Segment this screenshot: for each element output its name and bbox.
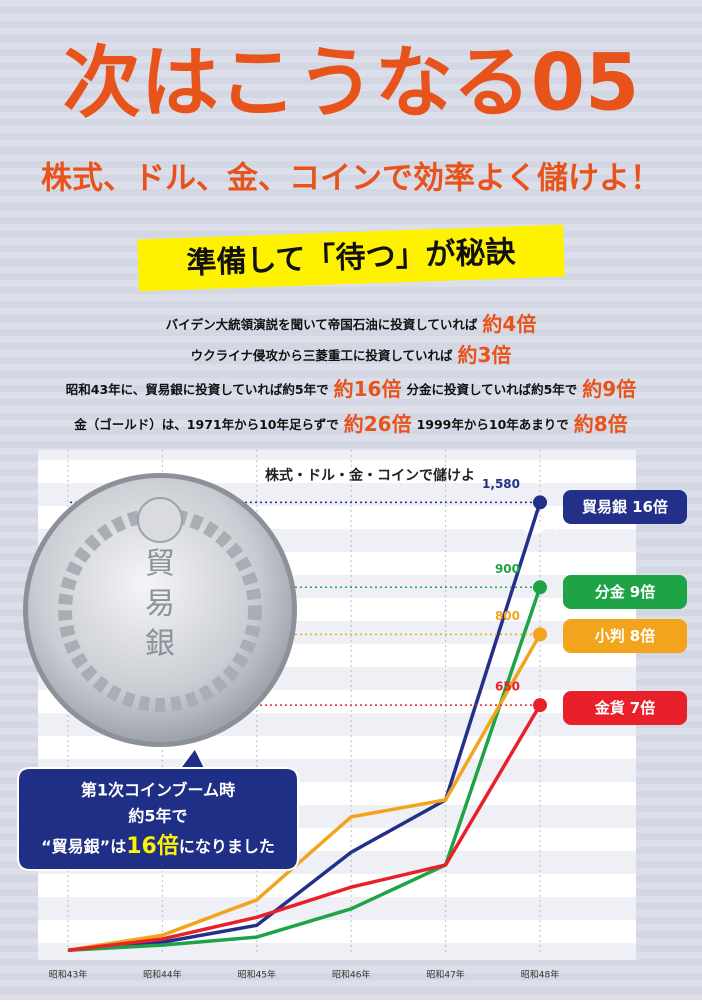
value-label: 800 (495, 609, 520, 623)
info-text: 昭和43年に、貿易銀に投資していれば約5年で (66, 382, 329, 397)
end-point (533, 698, 547, 713)
info-emphasis: 約8倍 (574, 412, 628, 436)
x-tick-label: 昭和46年 (332, 969, 370, 981)
info-line: 金（ゴールド）は、1971年から10年足らずで 約26倍 1999年から10年あまり… (73, 412, 627, 436)
series-line (67, 501, 542, 953)
value-label: 1,580 (482, 477, 520, 491)
callout-line: 第1次コインブーム時 (81, 781, 235, 800)
legend-name: 金貨 (594, 699, 625, 717)
legend-text: 貿易銀 16倍 (582, 498, 668, 516)
callout-prefix: “貿易銀”は (41, 837, 126, 856)
legend-badge (563, 691, 687, 725)
svg-text:貿: 貿 (145, 547, 175, 582)
series-line (67, 586, 542, 953)
legend-multiplier: 7倍 (630, 699, 655, 717)
info-line: バイデン大統領演説を聞いて帝国石油に投資していれば 約4倍 (166, 312, 537, 336)
legend-name: 貿易銀 (582, 498, 627, 516)
subtitle: 株式、ドル、金、コインで効率よく儲けよ！ (41, 161, 661, 197)
info-text: バイデン大統領演説を聞いて帝国石油に投資していれば (166, 317, 478, 332)
series-line (67, 704, 542, 953)
info-emphasis: 約9倍 (582, 377, 636, 401)
legend-badge (563, 575, 687, 609)
legend-multiplier: 16倍 (632, 498, 668, 516)
banner: 準備して「待つ」が秘訣 (137, 224, 565, 292)
value-label: 900 (495, 562, 520, 576)
info-emphasis: 約16倍 (334, 377, 402, 401)
info-emphasis: 約26倍 (344, 412, 412, 436)
info-text: 1999年から10年あまりで (417, 417, 569, 432)
info-line: 昭和43年に、貿易銀に投資していれば約5年で 約16倍 分金に投資していれば約5年で… (66, 377, 636, 401)
legend-badge (563, 619, 687, 653)
callout-line: “貿易銀”は16倍になりました (41, 833, 275, 859)
axis-break (508, 522, 560, 535)
info-text: 分金に投資していれば約5年で (406, 382, 577, 397)
callout-line: 約5年で (128, 807, 187, 826)
end-point (533, 580, 547, 595)
x-tick-label: 昭和45年 (238, 969, 276, 981)
text-lines: バイデン大統領演説を聞いて帝国石油に投資していれば 約4倍ウクライナ侵攻から三菱重… (66, 312, 636, 436)
info-text: ウクライナ侵攻から三菱重工に投資していれば (191, 348, 453, 363)
legend-name: 分金 (595, 583, 626, 601)
legend-multiplier: 8倍 (630, 627, 655, 645)
legend-text: 小判 8倍 (595, 627, 655, 645)
x-tick-label: 昭和47年 (426, 969, 464, 981)
legend-name: 小判 (595, 627, 625, 645)
svg-text:銀: 銀 (145, 627, 175, 662)
legend-text: 金貨 7倍 (594, 699, 655, 717)
legend-text: 分金 9倍 (595, 583, 655, 601)
coin: 貿 易 銀 (23, 473, 297, 747)
callout: 第1次コインブーム時 約5年で “貿易銀”は16倍になりました (17, 746, 299, 871)
svg-text:易: 易 (145, 587, 175, 622)
series-line (67, 633, 542, 953)
callout-suffix: になりました (179, 837, 275, 856)
info-emphasis: 約4倍 (482, 312, 536, 336)
value-label: 650 (495, 680, 520, 694)
x-tick-label: 昭和44年 (143, 969, 181, 981)
info-emphasis: 約3倍 (457, 343, 511, 367)
legend-badge (563, 490, 687, 524)
banner-bg (137, 224, 565, 292)
chart-title: 株式・ドル・金・コインで儲けよ (265, 467, 475, 484)
x-tick-label: 昭和48年 (521, 969, 559, 981)
info-line: ウクライナ侵攻から三菱重工に投資していれば 約3倍 (191, 343, 512, 367)
x-tick-label: 昭和43年 (49, 969, 87, 981)
legend-multiplier: 9倍 (630, 583, 655, 601)
end-point (533, 627, 547, 642)
info-text: 金（ゴールド）は、1971年から10年足らずで (73, 417, 338, 432)
title: 次はこうなる05 (63, 38, 640, 128)
end-point (533, 495, 547, 510)
callout-highlight: 16倍 (126, 833, 179, 859)
